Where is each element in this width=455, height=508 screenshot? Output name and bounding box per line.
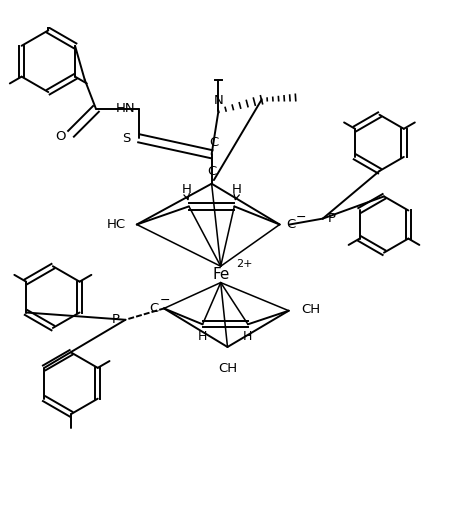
Text: S: S [122, 132, 131, 145]
Text: 2+: 2+ [236, 260, 253, 269]
Text: CH: CH [218, 362, 237, 374]
Text: N: N [213, 93, 223, 107]
Text: −: − [296, 211, 307, 224]
Text: C: C [207, 165, 216, 178]
Text: CH: CH [302, 303, 321, 316]
Text: C: C [149, 302, 158, 315]
Text: P: P [112, 313, 120, 326]
Text: H: H [243, 330, 253, 342]
Text: O: O [55, 130, 66, 143]
Text: −: − [160, 294, 170, 307]
Text: H: H [182, 183, 192, 196]
Text: C: C [287, 218, 296, 231]
Text: H: H [232, 183, 242, 196]
Text: HC: HC [106, 218, 126, 231]
Text: H: H [198, 330, 207, 342]
Text: C: C [209, 136, 218, 149]
Text: Fe: Fe [212, 267, 229, 282]
Text: HN: HN [116, 102, 136, 115]
Text: P: P [328, 212, 336, 225]
